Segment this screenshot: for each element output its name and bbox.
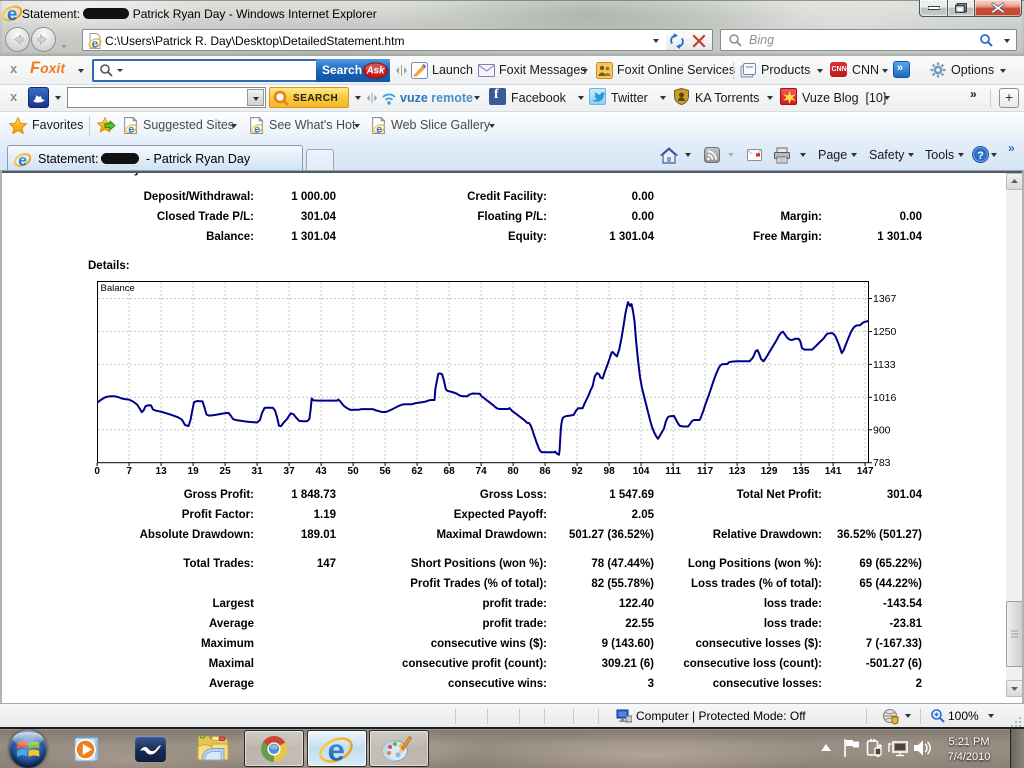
svg-text:19: 19 — [188, 466, 200, 477]
svg-text:135: 135 — [793, 466, 810, 477]
svg-text:25: 25 — [220, 466, 232, 477]
svg-text:1250: 1250 — [873, 326, 897, 338]
svg-text:141: 141 — [825, 466, 842, 477]
svg-text:e: e — [328, 733, 345, 768]
svg-text:86: 86 — [540, 466, 552, 477]
svg-text:37: 37 — [284, 466, 296, 477]
svg-text:123: 123 — [729, 466, 746, 477]
svg-text:62: 62 — [412, 466, 424, 477]
svg-text:Ask: Ask — [366, 66, 385, 77]
svg-text:56: 56 — [380, 466, 392, 477]
svg-text:7: 7 — [126, 466, 132, 477]
svg-text:117: 117 — [697, 466, 714, 477]
svg-text:43: 43 — [316, 466, 328, 477]
svg-text:68: 68 — [444, 466, 456, 477]
svg-text:1016: 1016 — [873, 392, 897, 404]
svg-text:92: 92 — [572, 466, 584, 477]
svg-text:50: 50 — [348, 466, 360, 477]
svg-text:783: 783 — [873, 457, 891, 469]
svg-text:?: ? — [977, 150, 984, 162]
svg-text:1367: 1367 — [873, 293, 897, 305]
svg-text:900: 900 — [873, 424, 891, 436]
svg-text:0: 0 — [94, 466, 100, 477]
svg-text:98: 98 — [604, 466, 616, 477]
svg-text:147: 147 — [857, 466, 874, 477]
svg-text:104: 104 — [633, 466, 650, 477]
svg-text:111: 111 — [665, 466, 681, 477]
svg-text:13: 13 — [156, 466, 168, 477]
svg-text:74: 74 — [476, 466, 488, 477]
svg-text:Balance: Balance — [101, 283, 135, 294]
svg-text:1133: 1133 — [873, 359, 896, 371]
svg-text:80: 80 — [508, 466, 520, 477]
svg-text:129: 129 — [761, 466, 778, 477]
svg-text:31: 31 — [252, 466, 264, 477]
